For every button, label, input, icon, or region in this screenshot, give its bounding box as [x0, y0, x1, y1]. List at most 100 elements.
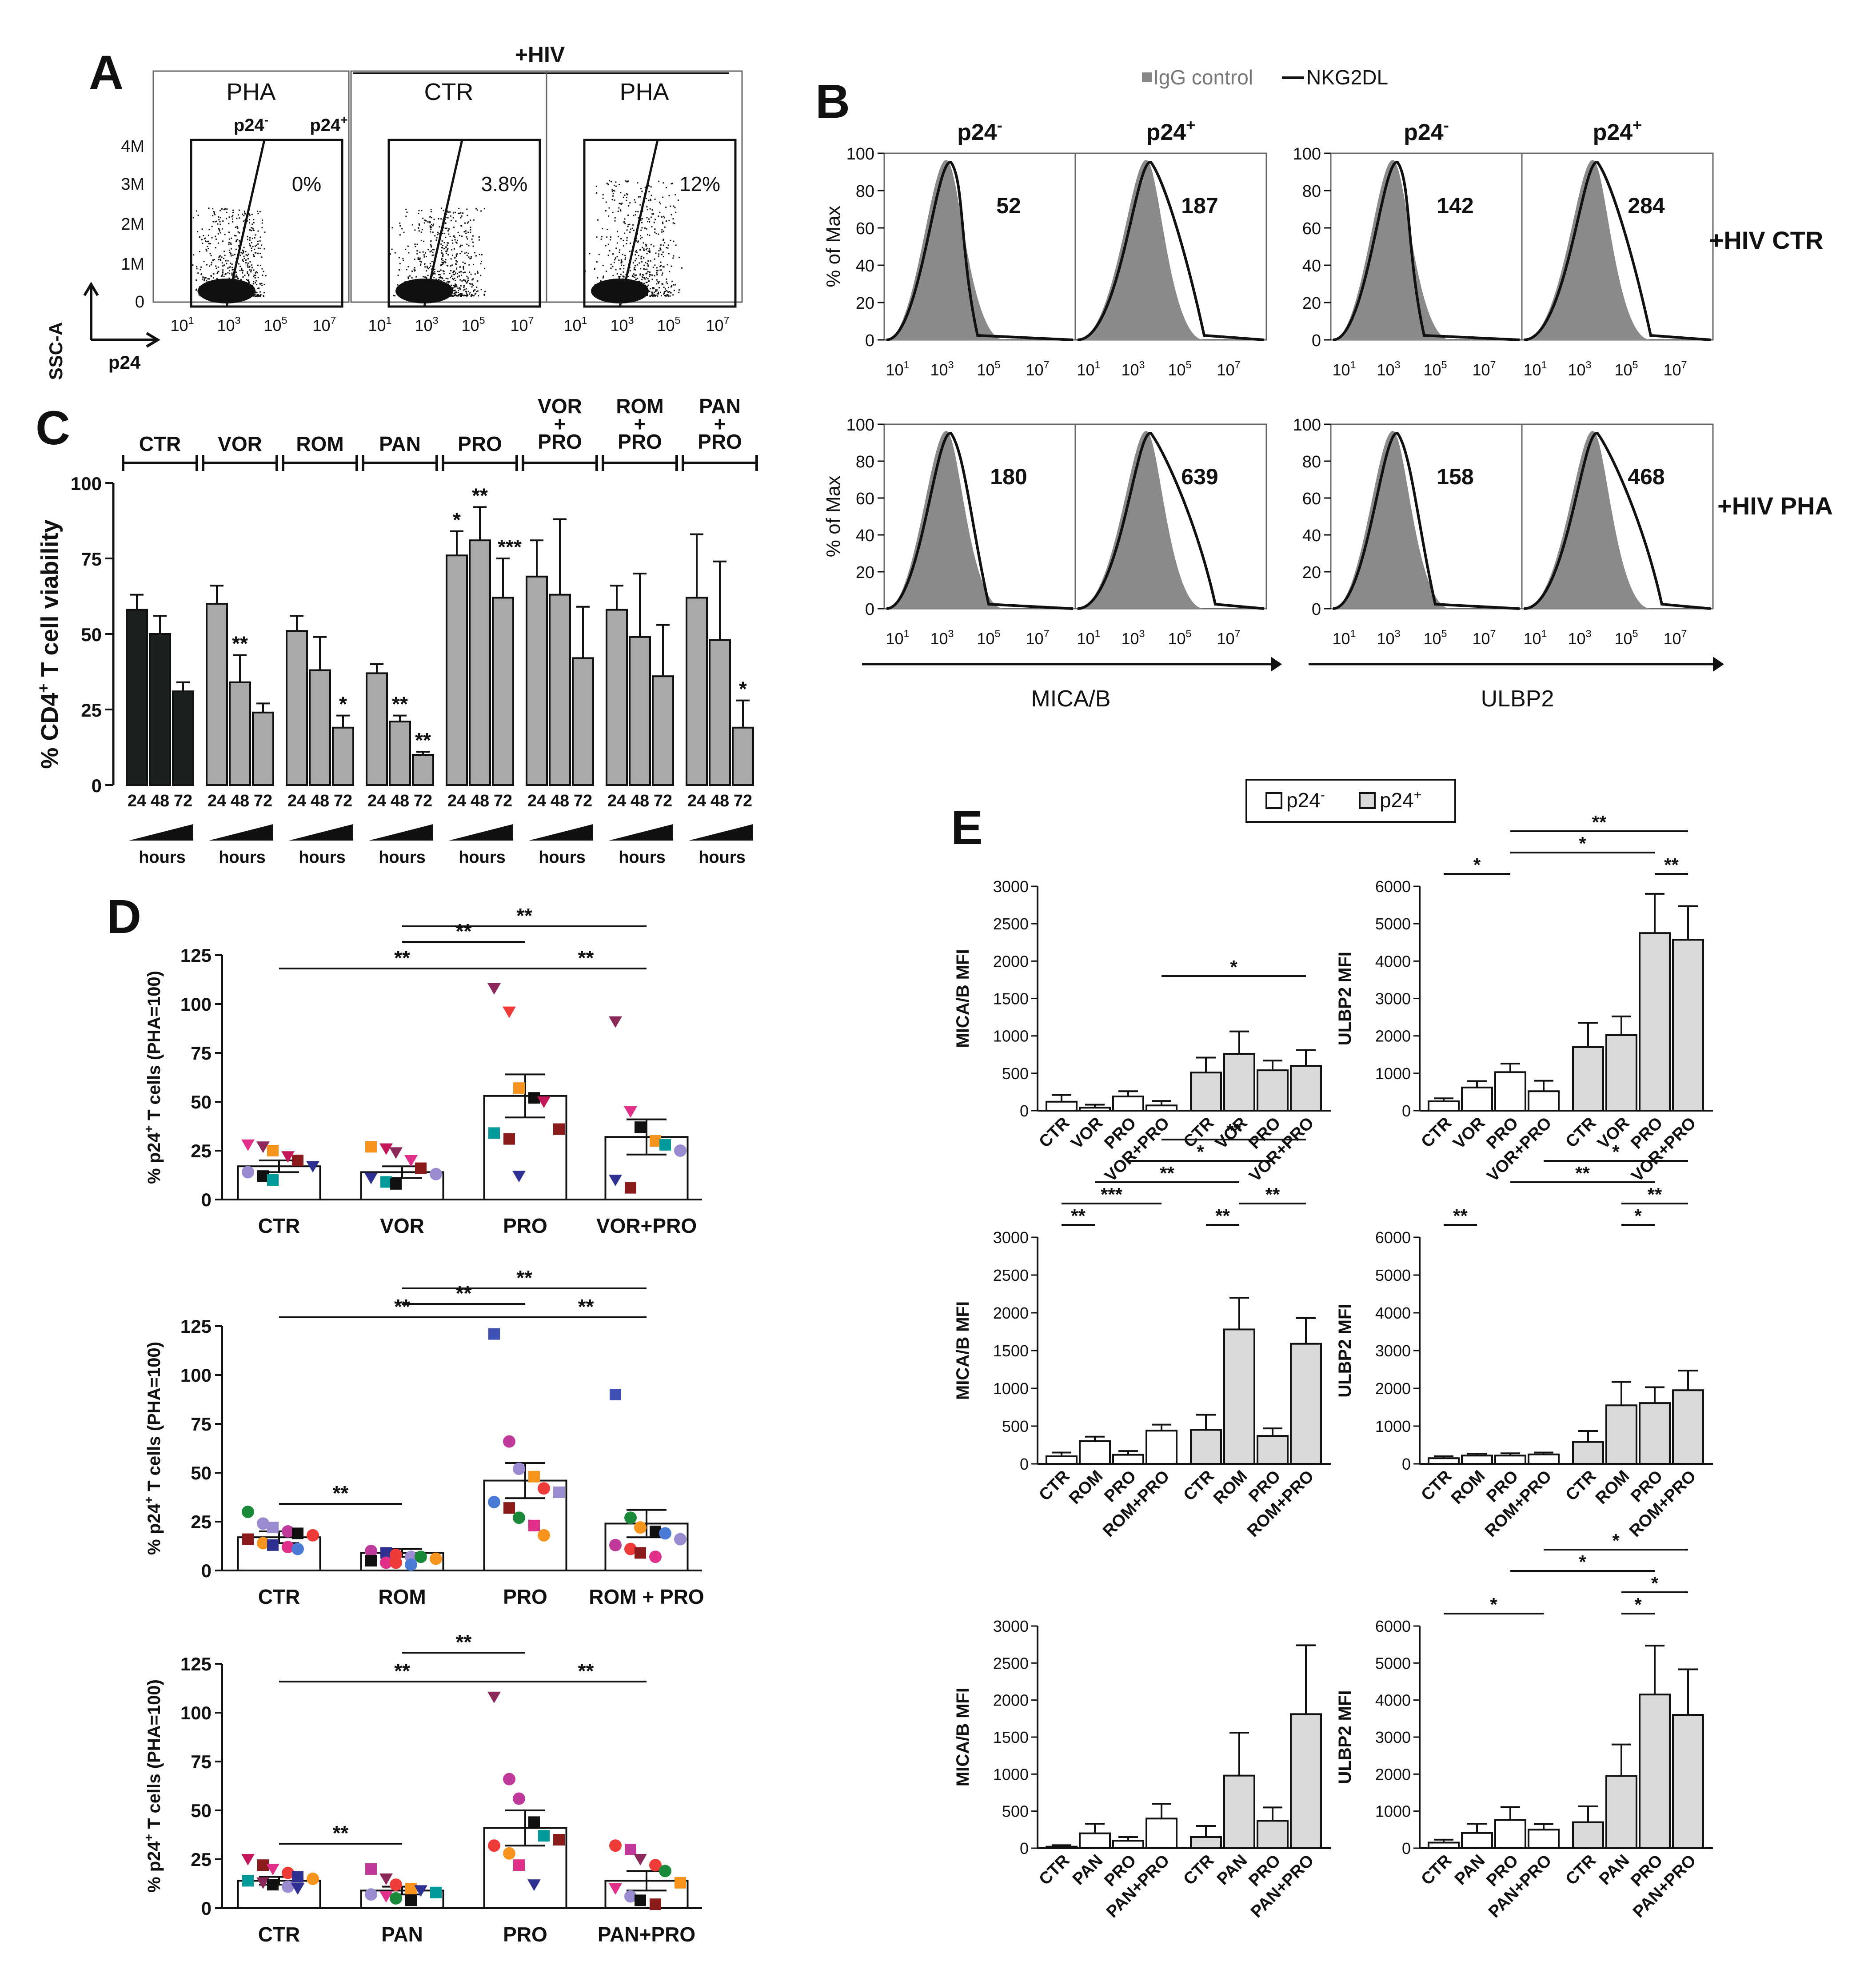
data-point-circle	[390, 1878, 402, 1891]
category-label: CTR	[1180, 1851, 1217, 1889]
category-label: CTR	[1417, 1851, 1455, 1889]
x-tick-label: 105	[977, 628, 1000, 648]
mfi-value: 142	[1437, 193, 1473, 218]
data-point-circle	[242, 1506, 254, 1518]
data-point-circle	[609, 1839, 622, 1852]
hours-wedge	[129, 824, 193, 841]
data-point-triangle	[379, 1143, 393, 1155]
hour-tick-label: 72	[494, 792, 512, 810]
flow-plot-title: PHA	[619, 79, 669, 105]
data-point-square	[553, 1834, 565, 1845]
ulbp2-axis-label: ULBP2	[1481, 686, 1554, 712]
group-label: PRO	[698, 430, 742, 453]
viability-bar	[446, 554, 468, 786]
mfi-bar	[1290, 1065, 1322, 1112]
significance-stars: **	[456, 1282, 472, 1305]
category-label: CTR	[1417, 1467, 1455, 1505]
y-tick-label: 0	[135, 293, 144, 311]
row-label-hiv-pha: +HIV PHA	[1717, 492, 1833, 520]
mfi-value: 187	[1181, 193, 1218, 218]
y-tick-label: 2000	[1375, 1027, 1411, 1045]
mfi-bar	[1079, 1832, 1111, 1849]
igg-histogram	[1333, 159, 1451, 340]
viability-bar	[309, 669, 331, 786]
data-point-square	[292, 1871, 303, 1883]
y-tick-label: 4000	[1375, 1691, 1411, 1710]
hours-label: hours	[619, 848, 666, 867]
x-tick-label: 107	[510, 315, 534, 335]
gate-box	[190, 139, 343, 308]
y-tick-label: 100	[180, 994, 212, 1015]
hours-label: hours	[219, 848, 266, 867]
legend-label-p24neg: p24-	[1286, 788, 1325, 812]
column-label: p24+	[1593, 116, 1642, 145]
y-tick-label: 125	[180, 945, 212, 966]
x-tick-label: 101	[563, 315, 587, 335]
x-tick-label: 101	[1077, 628, 1100, 648]
mfi-bar	[1494, 1455, 1526, 1465]
significance-stars: *	[1651, 1573, 1659, 1594]
viability-bar	[469, 539, 491, 786]
mfi-bar	[1605, 1404, 1637, 1465]
data-point-square	[415, 1162, 427, 1174]
data-point-square	[513, 1859, 525, 1871]
significance-stars: **	[456, 1630, 472, 1654]
hour-tick-label: 24	[607, 792, 626, 810]
y-tick-label: 0	[1020, 1455, 1029, 1473]
data-point-square	[242, 1533, 254, 1545]
y-tick-label: 0	[201, 1898, 212, 1919]
gate-box	[583, 139, 737, 308]
dot-plot-3: 0 25 50 75 100 125 % p24+ T cells (PHA=100) CTR…	[142, 1630, 702, 1946]
significance-stars: **	[1160, 1163, 1174, 1184]
event-cloud	[390, 207, 486, 297]
y-tick-label: 2000	[993, 1304, 1029, 1322]
y-axis-label: % of Max	[822, 476, 844, 557]
mfi-bar	[1190, 1429, 1222, 1465]
y-tick-label: 20	[856, 563, 874, 582]
event-cloud	[584, 180, 683, 297]
data-point-triangle	[512, 1171, 526, 1183]
y-tick-label: 75	[81, 549, 102, 570]
viability-bar	[206, 603, 228, 786]
significance-stars: **	[1226, 1120, 1241, 1141]
y-tick-label: 25	[81, 700, 102, 721]
category-label: ROM	[1448, 1467, 1489, 1508]
mfi-bar	[1046, 1100, 1078, 1112]
y-tick-label: 100	[71, 473, 102, 494]
data-point-triangle	[609, 1016, 622, 1028]
mfi-bar	[1223, 1328, 1255, 1465]
y-tick-label: 100	[1293, 416, 1321, 434]
y-tick-label: 75	[191, 1414, 212, 1435]
viability-bar	[332, 726, 354, 786]
hour-tick-label: 48	[631, 792, 649, 810]
x-tick-label: 103	[930, 359, 954, 379]
mfi-bar	[1290, 1343, 1322, 1465]
legend-swatch-p24neg	[1265, 792, 1282, 809]
mfi-bar	[1190, 1072, 1222, 1112]
x-tick-label: 103	[415, 315, 438, 335]
x-tick-label: 101	[886, 628, 909, 648]
category-label: VOR+PRO	[596, 1214, 697, 1237]
hour-tick-label: 24	[687, 792, 706, 810]
x-tick-label: 101	[886, 359, 909, 379]
category-label: PRO	[503, 1923, 547, 1946]
category-label: CTR	[258, 1923, 300, 1946]
data-point-circle	[291, 1543, 304, 1555]
x-tick-label: 105	[977, 359, 1000, 379]
data-point-square	[635, 1121, 646, 1133]
y-tick-label: 1000	[1375, 1417, 1411, 1435]
group-label: VOR	[218, 432, 262, 455]
mfi-bar	[1223, 1774, 1255, 1849]
x-tick-label: 105	[461, 315, 485, 335]
igg-histogram	[1078, 159, 1204, 340]
viability-bar	[549, 594, 571, 786]
data-point-square	[650, 1135, 661, 1147]
y-tick-label: 40	[1302, 257, 1321, 275]
data-point-circle	[634, 1521, 647, 1534]
y-axis-label: MICA/B MFI	[953, 1301, 973, 1400]
hours-wedge	[449, 824, 513, 841]
mfi-bar	[1605, 1775, 1637, 1849]
x-tick-label: 107	[1217, 628, 1240, 648]
significance-star: *	[453, 508, 461, 531]
significance-star: *	[739, 678, 747, 701]
